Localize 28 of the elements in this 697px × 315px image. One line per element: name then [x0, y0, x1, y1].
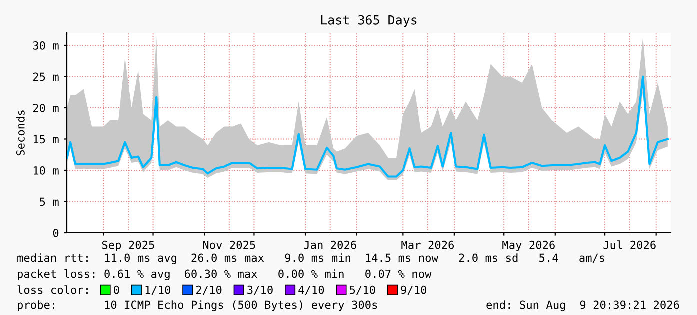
- y-tick-label: 5 m: [40, 198, 59, 206]
- legend-label: 0: [114, 286, 120, 294]
- x-tick-label: Jan 2026: [304, 240, 356, 250]
- legend-label: 4/10: [298, 286, 324, 296]
- line-series: [67, 76, 669, 178]
- x-tick-label: Nov 2025: [203, 240, 256, 250]
- text: packet loss: 0.61 % avg 60.30 % max 0.00 % min 0.07 % now: [18, 270, 432, 280]
- y-axis-title: Seconds: [16, 110, 25, 156]
- y-tick-label: 20 m: [33, 104, 59, 112]
- x-tick-label: Mar 2026: [402, 240, 454, 250]
- text: loss color:: [18, 286, 88, 294]
- text: median rtt: 11.0 ms avg 26.0 ms max 9.0 ms min 14.5 ms now 2.0 ms sd 5.4 am/s: [18, 254, 605, 264]
- legend-label: 9/10: [401, 286, 427, 296]
- text: end: Sun Aug 9 20:39:21 2026: [486, 300, 680, 312]
- x-tick-label: Jul 2026: [604, 240, 656, 250]
- y-tick-label: 30 m: [33, 42, 59, 50]
- y-tick-label: 10 m: [34, 166, 59, 175]
- y-tick-label: 15 m: [34, 135, 59, 144]
- text: probe: 10 ICMP Echo Pings (500 Bytes) every 300s: [18, 300, 378, 312]
- x-tick-label: Sep 2025: [102, 240, 154, 252]
- y-tick-label: 0: [53, 229, 59, 238]
- legend-label: 2/10: [196, 286, 222, 296]
- x-tick-label: May 2026: [502, 240, 555, 252]
- legend-label: 3/10: [248, 286, 273, 296]
- legend-label: 1/10: [146, 286, 171, 296]
- chart-title: Last 365 Days: [321, 15, 417, 28]
- y-tick-label: 25 m: [33, 72, 59, 82]
- legend-label: 5/10: [350, 286, 376, 296]
